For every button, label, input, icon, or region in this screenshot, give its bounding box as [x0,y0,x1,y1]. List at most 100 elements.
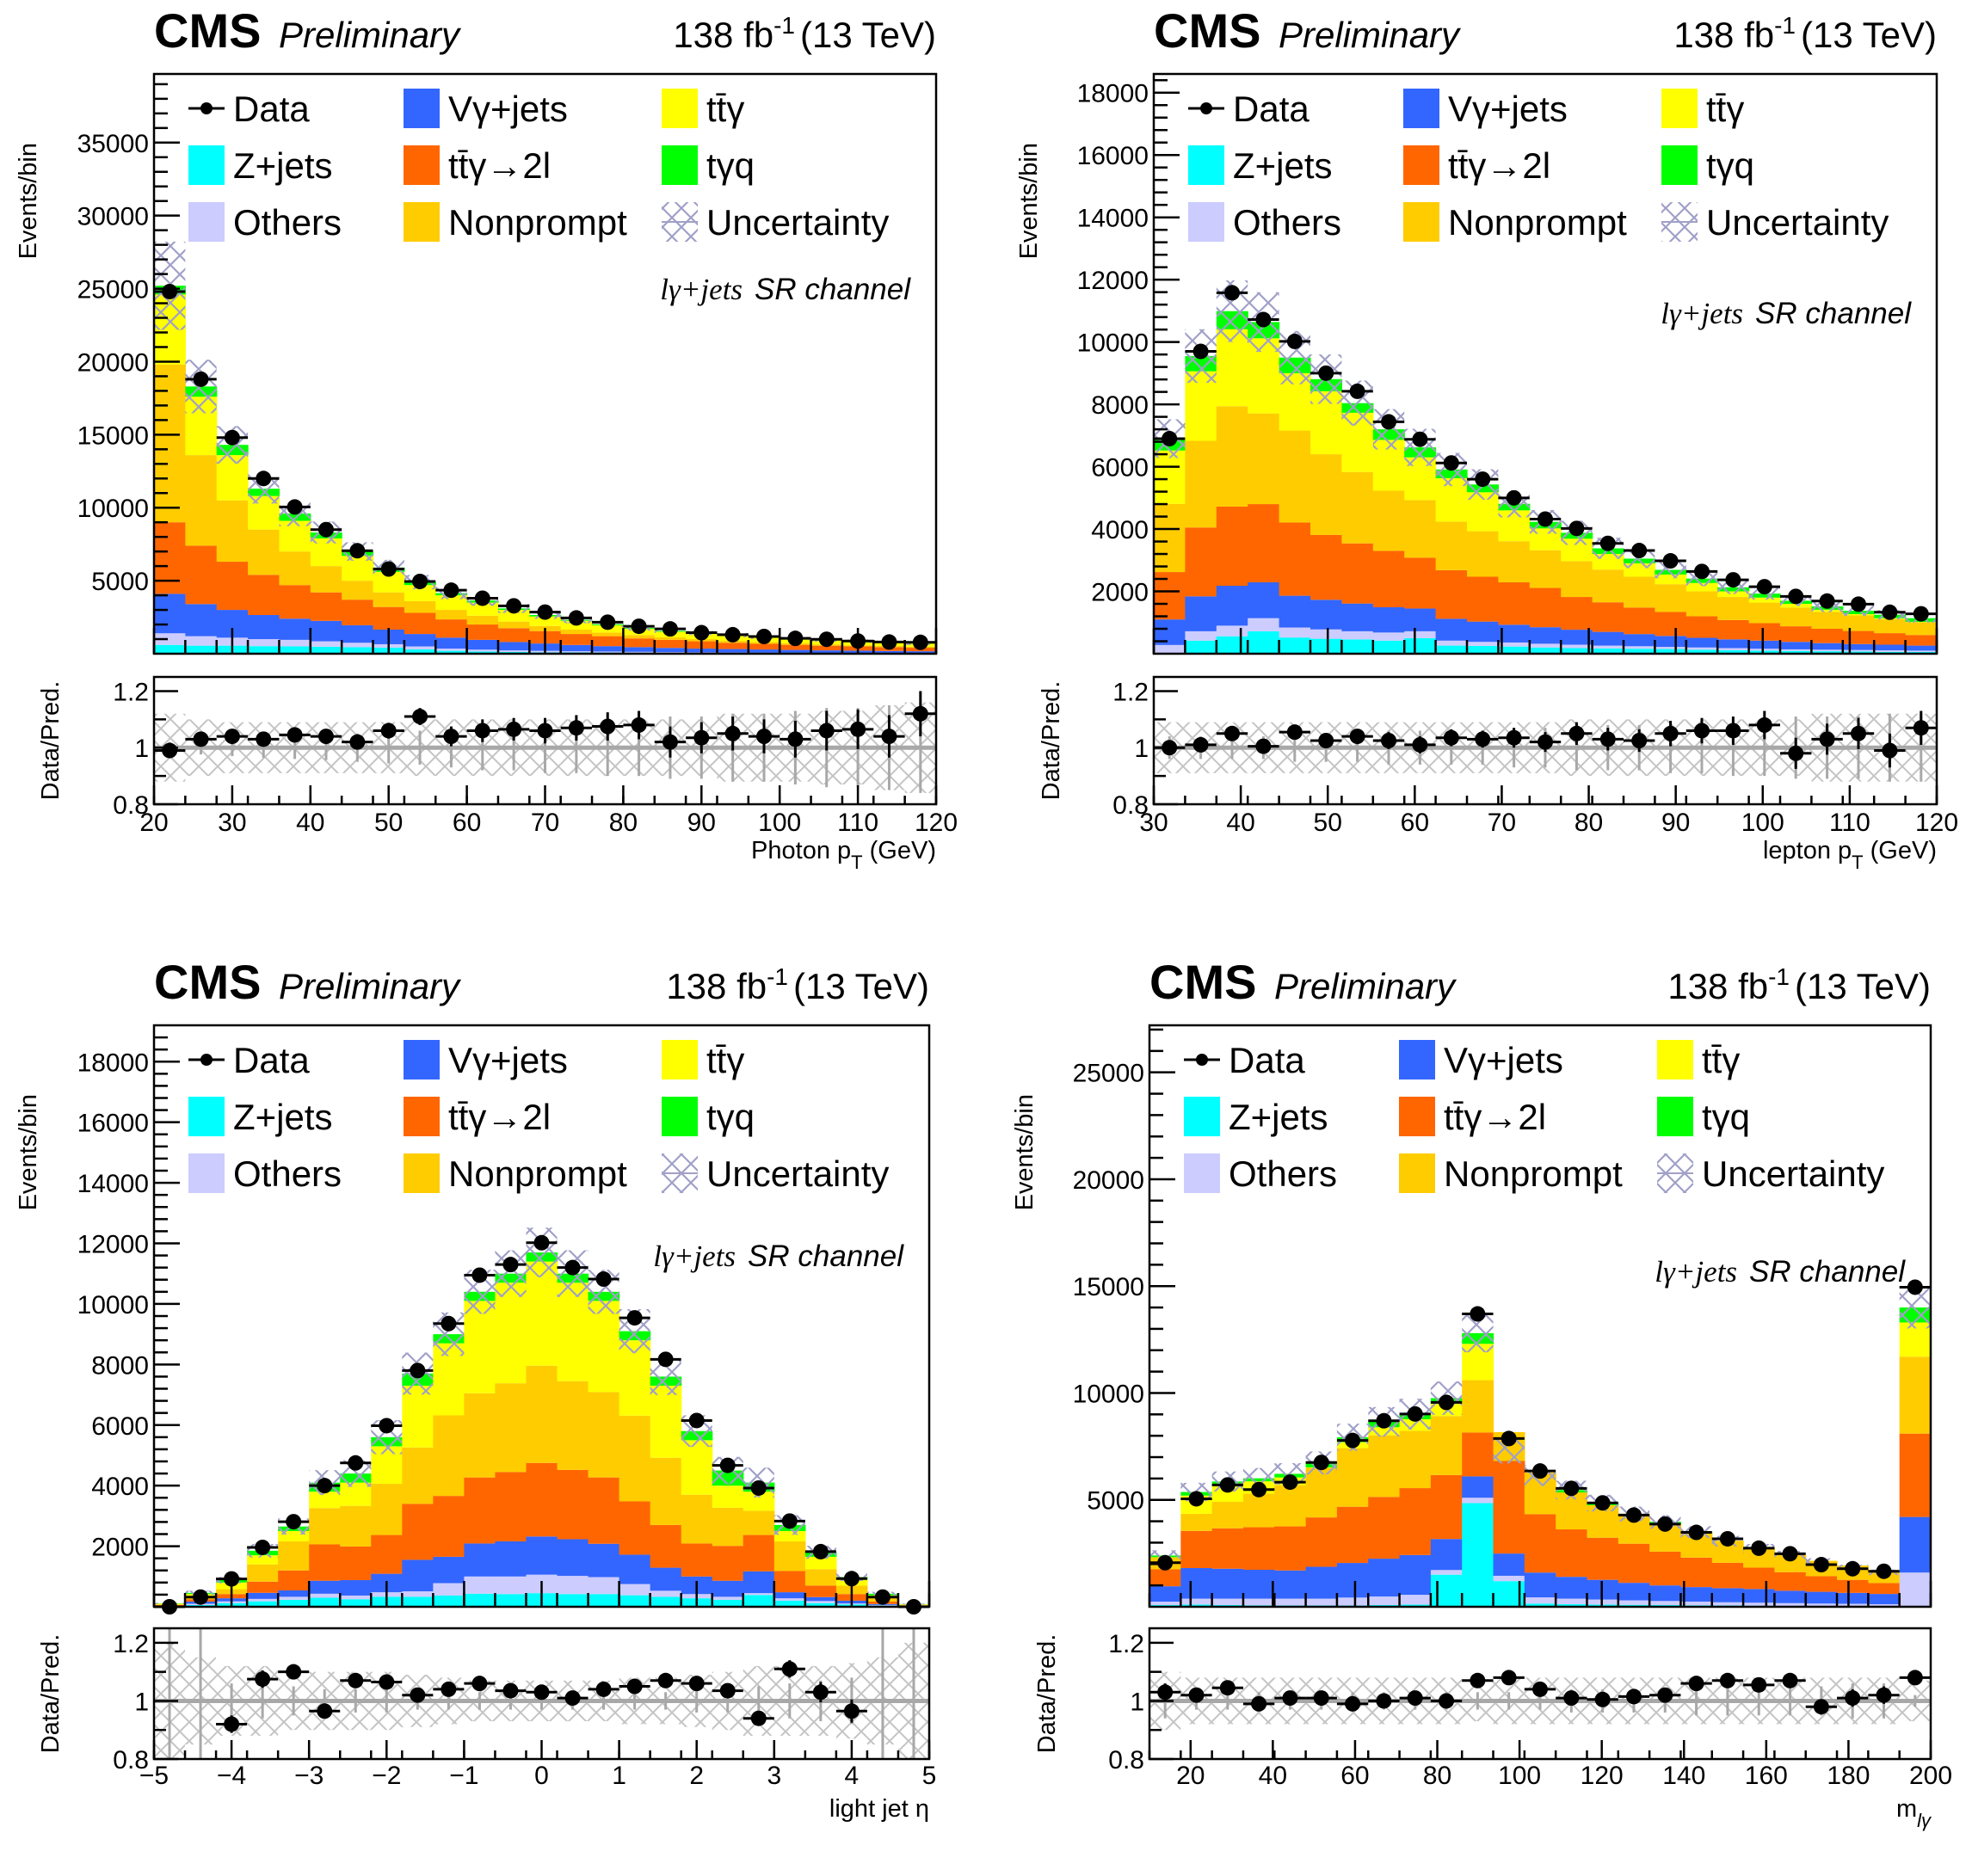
y-tick-label: 8000 [91,1351,149,1380]
bar-ttgamma-2l [1774,1572,1807,1591]
data-points [1149,1279,1931,1579]
data-point [1368,1412,1400,1429]
ratio-point [402,1687,434,1703]
bar-z-jets [1592,648,1624,654]
ratio-point [1685,717,1718,744]
data-point [1680,1524,1712,1541]
data-marker [1845,1560,1861,1577]
bar-ttgamma-2l [1711,1562,1744,1589]
data-point [404,573,436,589]
ratio-point [310,729,342,745]
data-marker [224,429,240,446]
ratio-point [623,710,655,740]
bar-nonprompt [1154,503,1186,573]
ratio-marker [1851,725,1866,741]
ratio-y-tick-label: 1 [134,735,149,763]
ratio-point [247,1670,279,1688]
x-tick-label: 40 [1259,1762,1287,1790]
y-tick-label: 30000 [77,203,149,231]
ratio-marker [1318,733,1334,748]
bar-others [1372,632,1405,641]
bar-vgamma-jets [1649,1585,1682,1602]
bar-nonprompt [1811,612,1844,630]
data-point [1717,572,1749,588]
bar-others [804,1601,837,1603]
bar-ttgamma-2l [402,1504,434,1560]
bar-z-jets [1748,650,1781,654]
data-marker [874,1589,890,1605]
y-tick-label: 25000 [77,276,149,304]
bar-ttgamma-2l [1556,1529,1588,1578]
channel-label-text: SR channel [755,273,911,306]
luminosity-label: 138 fb-1 (13 TeV) [1673,12,1937,55]
legend-swatch [1188,145,1224,185]
bar-others [309,1593,341,1598]
data-marker [317,521,334,538]
data-point [1899,1279,1931,1295]
data-point [1592,535,1624,551]
bar-vgamma-jets [1248,582,1280,618]
ratio-marker [1882,742,1898,759]
bar-others [464,1576,496,1594]
data-marker [474,590,490,606]
ratio-marker [1349,729,1365,745]
ratio-y-tick-label: 0.8 [1108,1746,1144,1775]
plot-header: CMS Preliminary 138 fb-1 (13 TeV) [1149,955,1931,1009]
bar-ttgamma-2l [435,619,468,638]
data-marker [441,1315,457,1332]
bar-others [1216,625,1248,637]
legend-label: Uncertainty [1702,1153,1884,1194]
y-axis-label: Events/bin [15,143,42,259]
data-marker [1470,1306,1486,1322]
y-tick-label: 12000 [77,1231,149,1259]
bar-vgamma-jets [1680,1587,1713,1602]
data-marker [1594,1495,1611,1511]
legend-data-marker [1196,1054,1208,1066]
bar-nonprompt [247,1564,279,1582]
bar-ttgamma [557,1282,589,1381]
data-marker [1538,511,1553,527]
data-marker [781,1513,798,1529]
bar-nonprompt [1435,521,1468,570]
x-tick-label: 60 [453,809,481,837]
legend-label: Nonprompt [448,202,627,243]
ratio-point [1372,732,1405,749]
bar-vgamma-jets [1556,1577,1588,1599]
ratio-point [835,1699,867,1723]
bar-z-jets [1216,636,1248,654]
data-marker [1318,365,1334,381]
y-tick-label: 16000 [1077,142,1149,170]
channel-label: lγ+jets SR channel [653,1239,904,1273]
bar-ttgamma [278,1530,310,1541]
legend: Data Vγ+jets tt̄γ Z+jets tt̄γ→2l tγq Others Non… [188,1040,889,1194]
legend-label: tt̄γ→2l [1444,1097,1546,1137]
bar-z-jets [1655,649,1687,654]
bar-others [495,1576,527,1595]
legend-item-ttgamma: tt̄γ [1657,1040,1740,1080]
lumi-value: 138 fb [1667,966,1768,1006]
bar-ttgamma-2l [650,1524,682,1568]
ratio-point [1529,732,1562,753]
ratio-point [804,1682,836,1703]
bar-z-jets [1842,651,1875,654]
bar-ttgamma-2l [1561,597,1593,630]
y-axis-label: Events/bin [1011,1094,1038,1210]
x-axis-main [152,1581,931,1607]
ratio-marker [1282,1690,1298,1707]
x-axis-label: light jet η [829,1795,929,1823]
bar-nonprompt [342,581,374,600]
ratio-marker [502,1682,519,1699]
ratio-point [748,719,780,753]
bar-ttgamma-2l [247,1581,279,1593]
data-marker [502,1257,519,1273]
bar-z-jets [154,644,186,654]
bar-z-jets [1248,630,1280,654]
bar-vgamma-jets [1216,586,1248,626]
bar-ttgamma-2l [1748,623,1781,641]
ratio-marker [1788,745,1804,761]
y-tick-label: 6000 [1091,454,1149,483]
x-tick-label: −1 [449,1762,478,1790]
legend-item-data: Data [1184,1040,1305,1080]
data-marker [1255,311,1272,328]
